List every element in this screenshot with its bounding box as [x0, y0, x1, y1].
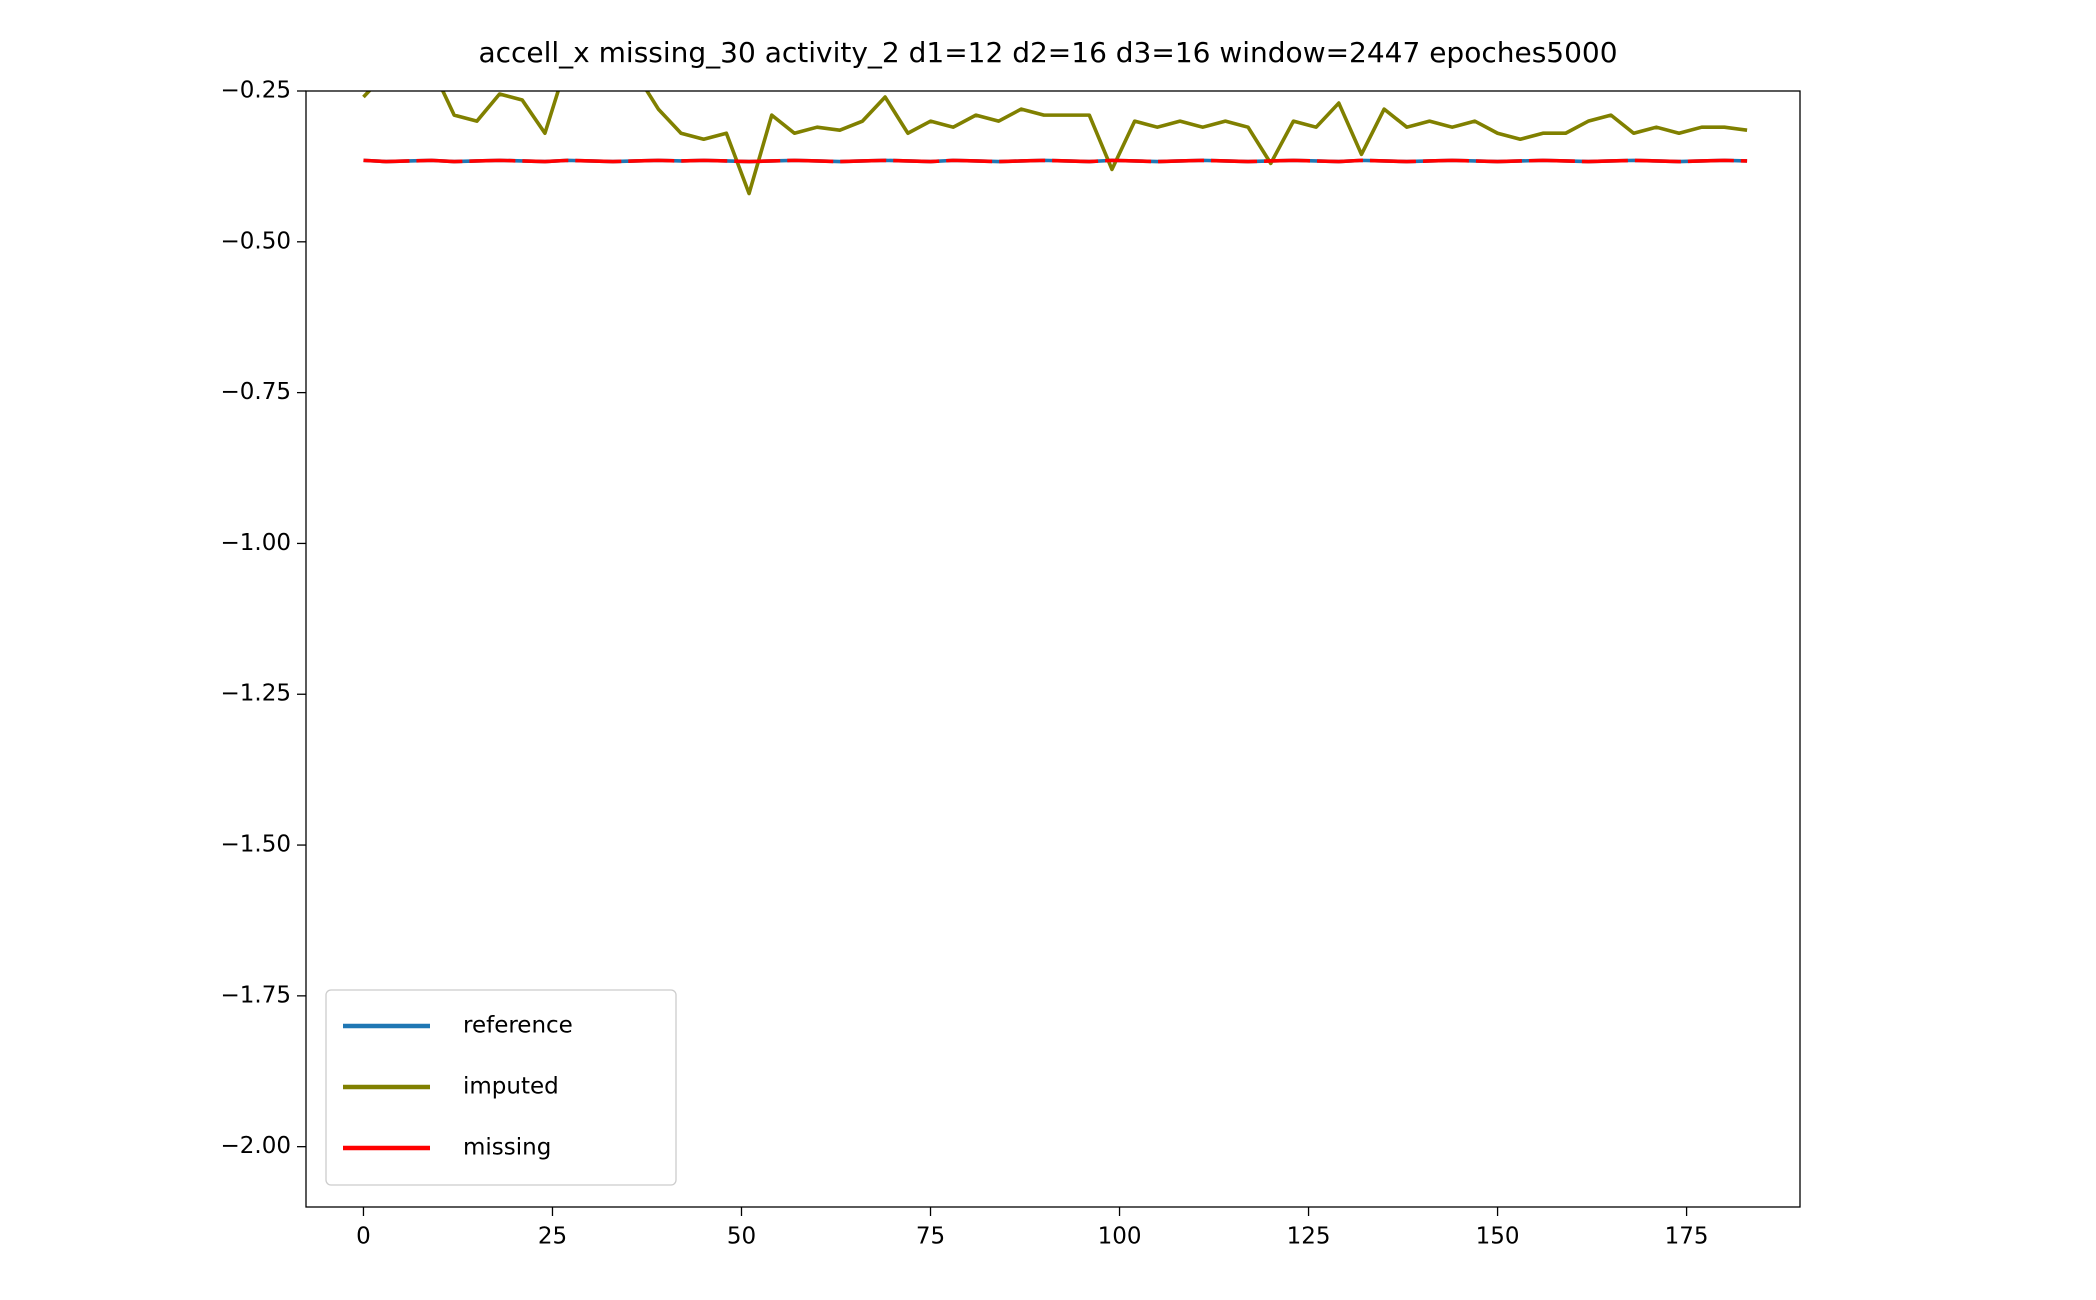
- y-tick-label: −0.25: [221, 78, 291, 104]
- series-line: [363, 158, 1748, 164]
- y-tick-label: −0.75: [221, 379, 291, 405]
- series-line: [362, 91, 1748, 196]
- x-tick-label: 0: [356, 1224, 371, 1250]
- y-tick-label: −1.00: [221, 530, 291, 556]
- plot-frame: [305, 90, 1801, 1208]
- x-tick-label: 75: [916, 1224, 945, 1250]
- y-tick-label: −2.00: [221, 1133, 291, 1159]
- x-tick-label: 150: [1476, 1224, 1520, 1250]
- legend-label: reference: [463, 1013, 573, 1039]
- x-tick-label: 175: [1665, 1224, 1709, 1250]
- y-tick-label: −0.50: [221, 228, 291, 254]
- chart-title: accell_x missing_30 activity_2 d1=12 d2=…: [478, 36, 1617, 69]
- x-tick-label: 25: [538, 1224, 567, 1250]
- legend-label: imputed: [463, 1074, 559, 1100]
- y-tick-label: −1.50: [221, 832, 291, 858]
- y-tick-label: −1.75: [221, 982, 291, 1008]
- x-tick-label: 50: [727, 1224, 756, 1250]
- legend-label: missing: [463, 1135, 551, 1161]
- y-tick-label: −1.25: [221, 681, 291, 707]
- x-tick-label: 125: [1287, 1224, 1331, 1250]
- legend-box: [325, 989, 677, 1186]
- x-tick-label: 100: [1098, 1224, 1142, 1250]
